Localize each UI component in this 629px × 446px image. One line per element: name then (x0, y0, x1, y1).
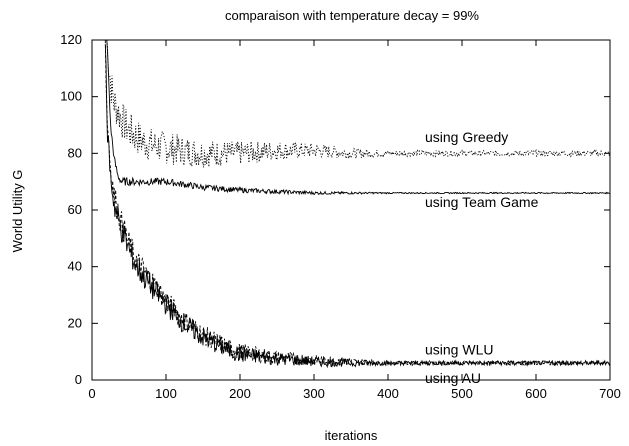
annotation-label: using Greedy (425, 129, 508, 145)
y-axis-label: World Utility G (10, 170, 25, 253)
y-tick-label: 80 (68, 145, 82, 160)
x-tick-label: 0 (88, 386, 95, 401)
annotation-label: using Team Game (425, 194, 539, 210)
x-tick-label: 200 (229, 386, 251, 401)
x-tick-label: 300 (303, 386, 325, 401)
y-tick-label: 0 (75, 372, 82, 387)
x-tick-label: 600 (525, 386, 547, 401)
y-tick-label: 20 (68, 315, 82, 330)
chart-title: comparaison with temperature decay = 99% (225, 8, 479, 23)
annotation-label: using AU (425, 370, 481, 386)
series-line-using-au (104, 44, 611, 369)
y-tick-label: 60 (68, 202, 82, 217)
series-line-using-greedy (106, 40, 611, 168)
y-axis-ticks: 0 20 40 60 80 100 120 (60, 32, 610, 387)
series-lines (104, 39, 611, 369)
series-line-using-wlu (104, 40, 611, 367)
annotation-label: using WLU (425, 342, 493, 358)
x-tick-label: 500 (451, 386, 473, 401)
y-tick-label: 100 (60, 89, 82, 104)
x-tick-label: 400 (377, 386, 399, 401)
x-axis-label: iterations (325, 428, 378, 443)
y-tick-label: 120 (60, 32, 82, 47)
x-tick-label: 700 (599, 386, 621, 401)
x-tick-label: 100 (155, 386, 177, 401)
series-line-using-team-game (106, 39, 611, 196)
y-tick-label: 40 (68, 259, 82, 274)
x-axis-ticks: 0 100 200 300 400 500 600 700 (88, 40, 621, 401)
series-annotations: using Greedy using Team Game using WLU usin… (425, 129, 539, 386)
